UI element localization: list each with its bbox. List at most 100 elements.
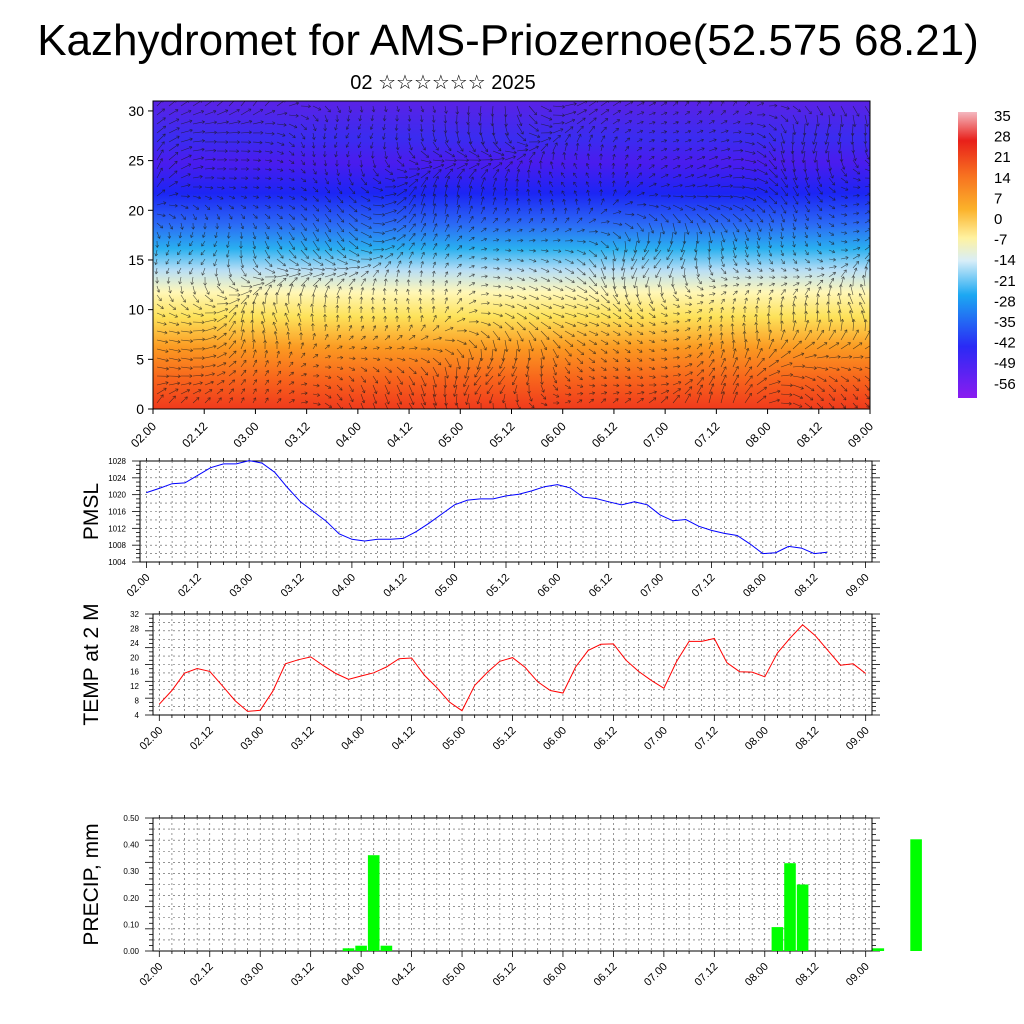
colorbar-labels: 35 28 21 14 7 0 -7 -14 -21 -28 -35 -42 -49 -56 xyxy=(994,108,1016,393)
y-tick-label: 1004 xyxy=(108,558,126,567)
y-tick-label: 30 xyxy=(128,103,144,119)
y-tick-label: 5 xyxy=(136,351,144,367)
precip-bar xyxy=(380,945,393,951)
x-tick-label: 05.12 xyxy=(491,725,519,753)
x-tick-label: 03.12 xyxy=(289,725,317,753)
cross-section-panel: 0 5 10 15 20 25 30 02.00 02.12 03.00 03.12 04.00 04… xyxy=(128,100,876,450)
precip-bar xyxy=(784,863,796,951)
x-tick-label: 05.00 xyxy=(435,419,466,450)
x-tick-label: 06.12 xyxy=(587,572,615,600)
x-tick-label: 05.12 xyxy=(486,419,517,450)
colorbar-label: -28 xyxy=(994,293,1016,310)
x-tick-label: 07.00 xyxy=(642,961,670,989)
x-tick-label: 02.00 xyxy=(128,419,159,450)
x-tick-label: 04.00 xyxy=(339,961,367,989)
x-tick-label: 09.00 xyxy=(844,961,872,989)
x-tick-label: 07.12 xyxy=(692,725,720,753)
x-tick-label: 08.00 xyxy=(743,419,774,450)
x-tick-label: 03.00 xyxy=(238,961,266,989)
x-tick-label: 03.12 xyxy=(279,572,307,600)
colorbar-label: 0 xyxy=(994,211,1002,228)
x-tick-label: 07.12 xyxy=(691,419,722,450)
x-tick-label: 08.00 xyxy=(743,725,771,753)
x-tick-label: 05.12 xyxy=(484,572,512,600)
colorbar-label: -35 xyxy=(994,314,1016,331)
y-tick-label: 8 xyxy=(135,697,140,706)
grid xyxy=(140,461,872,562)
grid xyxy=(153,818,872,951)
precip-bar xyxy=(367,855,380,951)
precip-bar xyxy=(342,948,355,951)
x-tick-label: 05.00 xyxy=(433,572,461,600)
colorbar-label: 35 xyxy=(994,108,1011,125)
y-tick-label: 0.10 xyxy=(123,920,139,929)
precip-bar xyxy=(771,927,784,951)
y-tick-label: 0.00 xyxy=(123,947,139,956)
x-tick-label: 02.00 xyxy=(125,572,153,600)
y-tick-label: 24 xyxy=(130,639,139,648)
x-tick-label: 08.12 xyxy=(793,725,821,753)
y-tick-label: 0.40 xyxy=(123,841,139,850)
minor-ticks xyxy=(145,815,880,957)
x-tick-label: 09.00 xyxy=(844,725,872,753)
y-tick-label: 16 xyxy=(130,668,139,677)
temperature-panel: 4 8 12 16 20 24 28 32 02.00 02.12 03.00 03.12 04.00 0… xyxy=(80,603,880,753)
page-title: Kazhydromet for AMS-Priozernoe(52.575 68… xyxy=(37,16,979,65)
grid xyxy=(153,614,872,715)
colorbar-label: -49 xyxy=(994,355,1016,372)
x-tick-label: 04.12 xyxy=(390,961,418,989)
x-tick-label: 05.12 xyxy=(491,961,519,989)
precip-bar xyxy=(872,948,885,951)
x-tick-label: 08.12 xyxy=(793,961,821,989)
cross-section-y-axis: 0 5 10 15 20 25 30 xyxy=(128,103,153,417)
x-tick-label: 05.00 xyxy=(440,961,468,989)
y-tick-label: 1012 xyxy=(108,524,126,533)
x-tick-label: 08.12 xyxy=(794,419,825,450)
y-tick-label: 28 xyxy=(130,624,139,633)
x-tick-label: 06.00 xyxy=(538,419,569,450)
x-tick-label: 02.12 xyxy=(188,725,216,753)
precipitation-panel: 0.00 0.10 0.20 0.30 0.40 0.50 02.00 02.12 03.00 0… xyxy=(80,814,922,989)
minor-ticks xyxy=(132,458,880,568)
x-tick-label: 02.12 xyxy=(188,961,216,989)
y-tick-label: 4 xyxy=(135,711,140,720)
x-tick-label: 06.00 xyxy=(536,572,564,600)
x-tick-label: 04.00 xyxy=(330,572,358,600)
colorbar: 35 28 21 14 7 0 -7 -14 -21 -28 -35 -42 -49 -56 xyxy=(958,108,1016,398)
y-tick-label: 1024 xyxy=(108,474,126,483)
y-tick-label: 1016 xyxy=(108,508,126,517)
colorbar-label: 21 xyxy=(994,149,1011,166)
y-tick-label: 1020 xyxy=(108,491,126,500)
precip-bar xyxy=(796,884,809,951)
x-tick-label: 08.12 xyxy=(792,572,820,600)
x-tick-label: 06.12 xyxy=(592,725,620,753)
x-tick-label: 05.00 xyxy=(440,725,468,753)
minor-ticks xyxy=(145,611,880,721)
colorbar-label: -21 xyxy=(994,273,1016,290)
x-tick-label: 08.00 xyxy=(741,572,769,600)
x-tick-label: 04.00 xyxy=(339,725,367,753)
x-tick-label: 03.12 xyxy=(282,419,313,450)
cross-section-x-axis: 02.00 02.12 03.00 03.12 04.00 04.12 05.00 05.12… xyxy=(128,409,876,450)
page-subtitle: 02 ☆☆☆☆☆☆ 2025 xyxy=(350,72,536,94)
x-tick-label: 07.12 xyxy=(690,572,718,600)
x-tick-label: 03.12 xyxy=(289,961,317,989)
y-tick-label: 0.50 xyxy=(123,814,139,823)
y-tick-label: 1028 xyxy=(108,457,126,466)
x-tick-label: 07.00 xyxy=(642,725,670,753)
x-tick-label: 03.00 xyxy=(230,419,261,450)
y-tick-label: 12 xyxy=(130,682,139,691)
colorbar-label: -14 xyxy=(994,252,1016,269)
y-axis-title: TEMP at 2 M xyxy=(80,603,103,725)
y-tick-label: 25 xyxy=(128,153,144,169)
x-tick-label: 04.12 xyxy=(381,572,409,600)
colorbar-label: 7 xyxy=(994,190,1002,207)
cross-section-field xyxy=(153,101,870,409)
precip-bar xyxy=(355,945,367,951)
y-tick-label: 10 xyxy=(128,302,144,318)
y-tick-label: 1008 xyxy=(108,541,126,550)
x-tick-label: 06.12 xyxy=(592,961,620,989)
x-tick-label: 06.00 xyxy=(541,961,569,989)
x-tick-label: 03.00 xyxy=(238,725,266,753)
